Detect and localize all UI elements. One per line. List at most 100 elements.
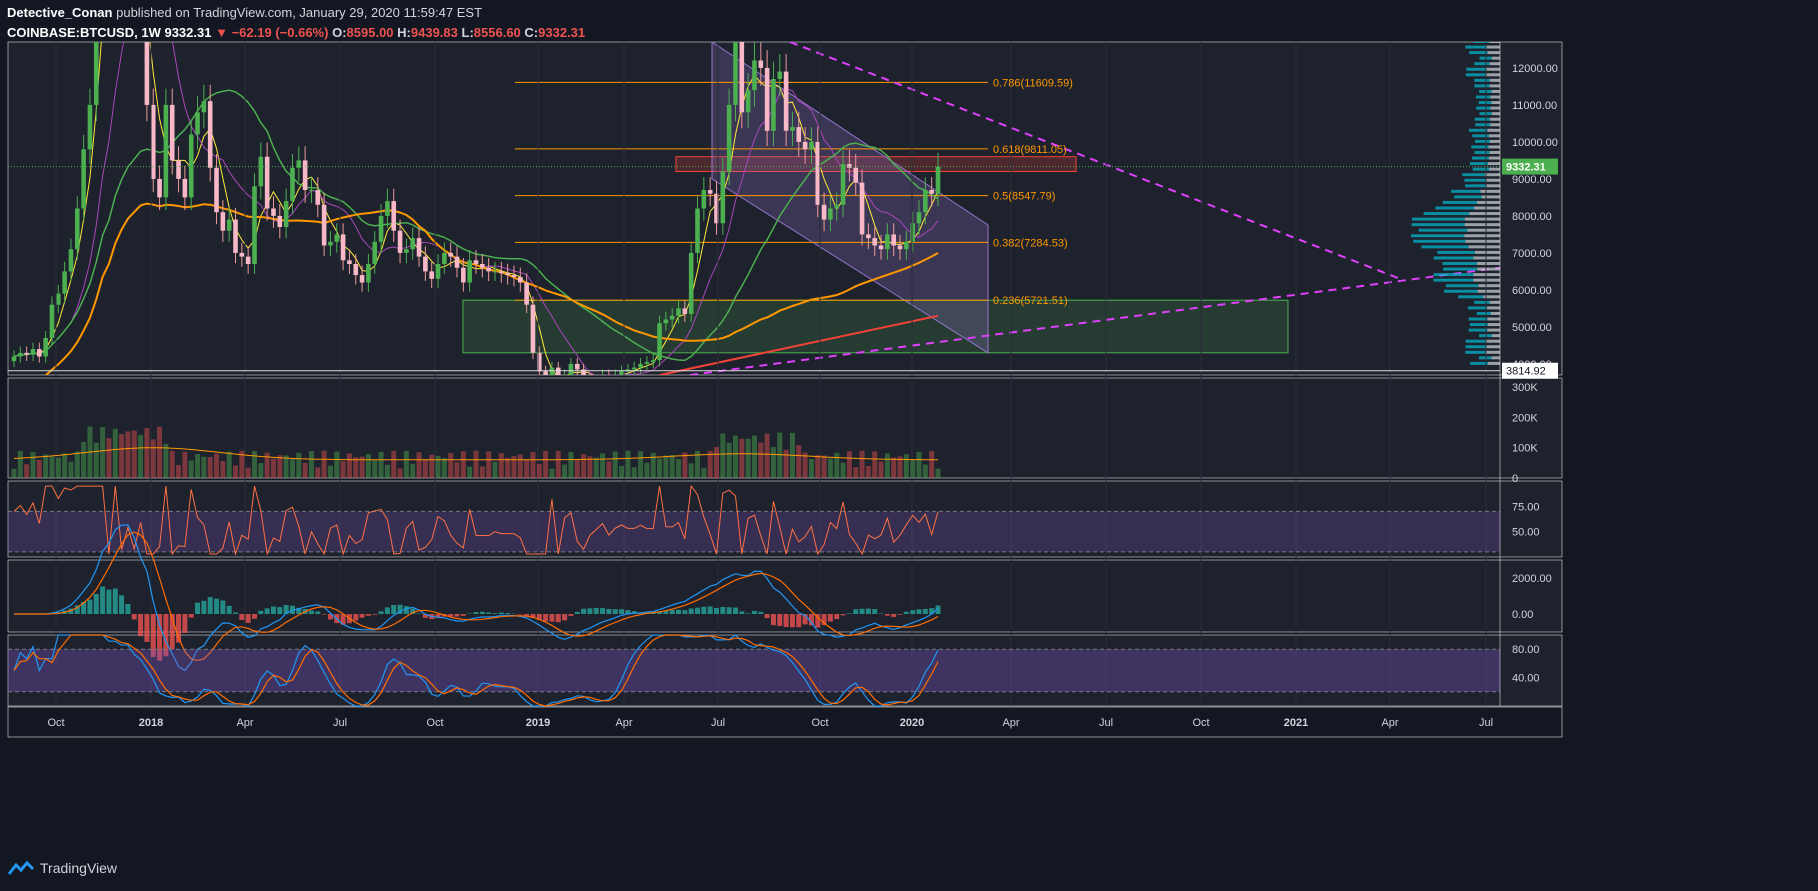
candle (727, 105, 732, 172)
volume-profile-bar (1486, 345, 1500, 348)
volume-bar (771, 447, 776, 478)
candle (689, 253, 694, 314)
candle (43, 338, 48, 357)
volume-profile-bar (1466, 68, 1486, 71)
macd-histogram-bar (106, 590, 111, 614)
volume-bar (530, 452, 535, 478)
volume-bar (537, 464, 542, 478)
candle (860, 183, 865, 235)
macd-histogram-bar (752, 611, 757, 614)
candle (758, 61, 763, 68)
candle (372, 242, 377, 264)
volume-bar (442, 458, 447, 478)
y-tick-label: 10000.00 (1512, 137, 1558, 149)
volume-profile-bar (1490, 107, 1500, 110)
volume-bar (879, 461, 884, 478)
x-tick-label: Apr (236, 717, 253, 729)
macd-histogram-bar (125, 604, 130, 614)
x-tick-label: 2020 (900, 717, 924, 729)
candle (436, 264, 441, 279)
volume-bar (556, 451, 561, 478)
volume-bar (189, 461, 194, 478)
candle (62, 271, 67, 293)
candle (18, 353, 23, 357)
macd-histogram-bar (841, 614, 846, 615)
volume-profile-bar (1488, 362, 1500, 365)
volume-bar (689, 463, 694, 478)
volume-bar (347, 454, 352, 478)
volume-profile-bar (1491, 312, 1500, 315)
macd-histogram-bar (562, 614, 567, 620)
volume-profile-bar (1489, 157, 1500, 160)
x-tick-label: Apr (615, 717, 632, 729)
macd-histogram-bar (917, 609, 922, 614)
candle (752, 61, 757, 91)
volume-bar (885, 453, 890, 478)
candle (486, 268, 491, 272)
candle (632, 368, 637, 370)
candle (841, 164, 846, 205)
candle (771, 79, 776, 131)
candle (923, 190, 928, 212)
volume-bar (929, 451, 934, 478)
candle (619, 371, 624, 375)
fib-label: 0.382(7284.53) (993, 237, 1068, 249)
y-tick-label: 6000.00 (1512, 285, 1552, 297)
footer-brand[interactable]: TradingView (8, 860, 117, 876)
volume-bar (638, 451, 643, 478)
volume-bar (860, 451, 865, 478)
volume-bar (423, 459, 428, 478)
macd-histogram-bar (885, 614, 890, 616)
macd-histogram-bar (492, 613, 497, 614)
macd-histogram-bar (549, 614, 554, 622)
volume-profile-bar (1464, 179, 1485, 182)
macd-histogram-bar (258, 611, 263, 614)
macd-histogram-bar (499, 613, 504, 614)
candle (898, 246, 903, 250)
candle (56, 294, 61, 305)
candle (866, 234, 871, 238)
candle (429, 271, 434, 278)
macd-histogram-bar (322, 614, 327, 615)
volume-profile-bar (1437, 251, 1475, 254)
candle (531, 305, 536, 353)
macd-histogram-bar (600, 608, 605, 614)
volume-profile-bar (1470, 362, 1488, 365)
macd-histogram-bar (366, 614, 371, 616)
volume-profile-bar (1487, 318, 1500, 321)
candle (12, 357, 17, 362)
volume-profile-bar (1477, 268, 1500, 271)
candle (347, 260, 352, 264)
volume-profile-bar (1490, 301, 1500, 304)
volume-profile-bar (1474, 84, 1489, 87)
candle (195, 112, 200, 134)
candle (708, 190, 713, 194)
volume-bar (138, 435, 143, 478)
volume-bar (600, 453, 605, 478)
candle (834, 205, 839, 209)
volume-profile-bar (1485, 173, 1500, 176)
x-tick-label: Apr (1381, 717, 1398, 729)
macd-histogram-bar (518, 614, 523, 615)
macd-histogram-bar (486, 612, 491, 614)
macd-histogram-bar (480, 612, 485, 614)
volume-bar (43, 454, 48, 478)
macd-histogram-bar (619, 609, 624, 614)
volume-profile-bar (1473, 168, 1489, 171)
macd-histogram-bar (575, 612, 580, 614)
macd-histogram-bar (315, 611, 320, 614)
macd-histogram-bar (543, 614, 548, 621)
volume-bar (461, 451, 466, 478)
volume-bar (828, 458, 833, 478)
candle (917, 212, 922, 223)
x-tick-label: Jul (711, 717, 725, 729)
x-tick-label: Jul (1099, 717, 1113, 729)
candle (442, 253, 447, 264)
volume-bar (436, 456, 441, 478)
volume-profile-bar (1473, 256, 1500, 259)
candle (417, 238, 422, 257)
y-tick-label: 80.00 (1512, 644, 1540, 656)
candle (651, 360, 656, 362)
macd-histogram-bar (777, 614, 782, 626)
